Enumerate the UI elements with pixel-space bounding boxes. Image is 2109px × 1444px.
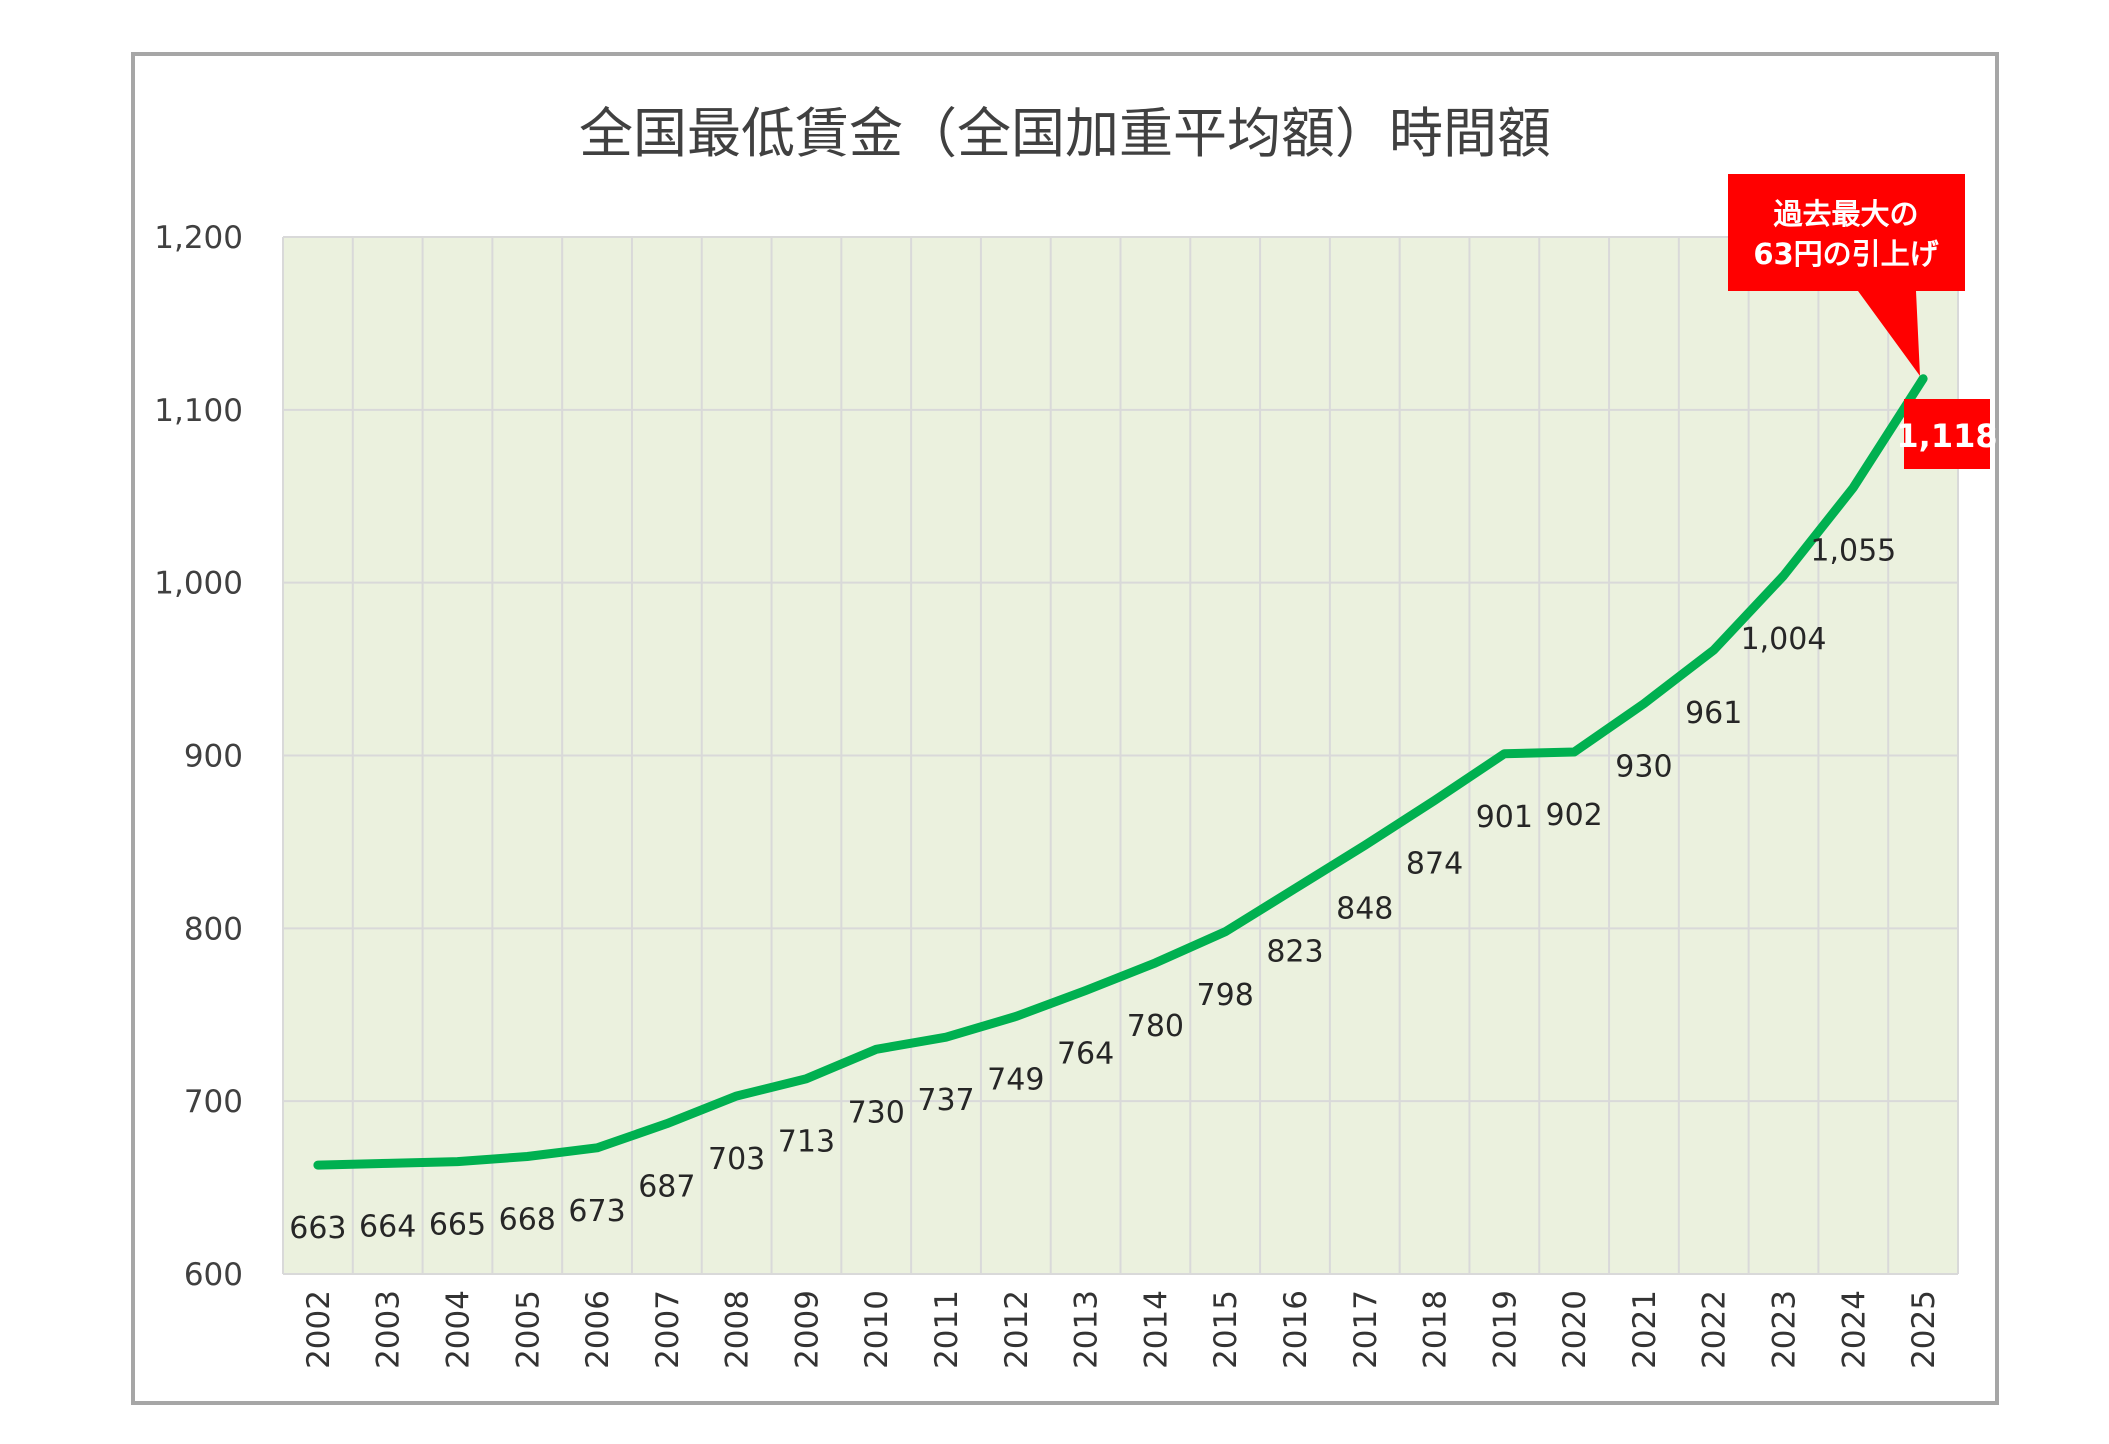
- data-label: 730: [848, 1095, 905, 1130]
- data-label: 665: [429, 1208, 486, 1243]
- x-tick-label: 2018: [1418, 1290, 1454, 1369]
- data-label: 749: [987, 1062, 1044, 1097]
- x-tick-label: 2011: [929, 1290, 965, 1369]
- y-tick-label: 1,000: [154, 566, 243, 602]
- highlight-label-box: [1904, 399, 1990, 469]
- data-label: 703: [708, 1142, 765, 1177]
- data-label: 1,055: [1810, 534, 1896, 569]
- annotation-callout: 過去最大の 63円の引上げ: [1728, 174, 1965, 376]
- x-tick-label: 2008: [720, 1290, 756, 1369]
- series-line: [313, 374, 1928, 1170]
- x-tick-label: 2006: [580, 1290, 616, 1369]
- x-axis: 2002 2003 2004 2005 2006 2007 2008 2009 2010 2011…: [301, 1290, 1942, 1369]
- x-tick-label: 2020: [1557, 1290, 1593, 1369]
- callout-box: [1728, 174, 1965, 376]
- x-tick-label: 2022: [1697, 1290, 1733, 1369]
- x-tick-label: 2015: [1208, 1290, 1244, 1369]
- callout-line1: 過去最大の: [1773, 197, 1918, 231]
- y-tick-label: 1,200: [154, 220, 243, 256]
- data-label: 902: [1546, 798, 1603, 833]
- x-tick-label: 2004: [440, 1290, 476, 1369]
- data-label: 780: [1127, 1009, 1184, 1044]
- x-tick-label: 2019: [1487, 1290, 1523, 1369]
- y-tick-label: 900: [184, 739, 243, 775]
- y-tick-label: 700: [184, 1084, 243, 1120]
- chart-title: 全国最低賃金（全国加重平均額）時間額: [579, 102, 1551, 165]
- x-tick-label: 2003: [371, 1290, 407, 1369]
- y-tick-label: 600: [184, 1257, 243, 1293]
- data-label: 930: [1615, 750, 1672, 785]
- data-label: 687: [638, 1170, 695, 1205]
- x-tick-label: 2013: [1069, 1290, 1105, 1369]
- data-label: 764: [1057, 1037, 1114, 1072]
- x-tick-label: 2023: [1767, 1290, 1803, 1369]
- y-tick-label: 1,100: [154, 393, 243, 429]
- data-label: 668: [499, 1202, 556, 1237]
- x-tick-label: 2014: [1138, 1290, 1174, 1369]
- data-label: 848: [1336, 891, 1393, 926]
- x-tick-label: 2007: [650, 1290, 686, 1369]
- x-tick-label: 2024: [1836, 1290, 1872, 1369]
- x-tick-label: 2010: [859, 1290, 895, 1369]
- y-axis: 600 700 800 900 1,000 1,100 1,200: [154, 220, 243, 1293]
- x-tick-label: 2021: [1627, 1290, 1663, 1369]
- data-label-highlight: 1,118: [1896, 417, 1997, 455]
- callout-line2: 63円の引上げ: [1753, 237, 1939, 271]
- y-tick-label: 800: [184, 911, 243, 947]
- gridlines: [282, 236, 1959, 1275]
- x-tick-label: 2002: [301, 1290, 337, 1369]
- x-tick-label: 2009: [789, 1290, 825, 1369]
- x-tick-label: 2025: [1906, 1290, 1942, 1369]
- data-label: 901: [1476, 800, 1533, 835]
- x-tick-label: 2017: [1348, 1290, 1384, 1369]
- data-labels: 663 664 665 668 673 687 703 713 730 737 749 764 780 7…: [289, 399, 1998, 1246]
- data-label: 961: [1685, 696, 1742, 731]
- data-label: 673: [568, 1194, 625, 1229]
- data-label: 874: [1406, 846, 1463, 881]
- x-tick-label: 2005: [510, 1290, 546, 1369]
- data-label: 664: [359, 1209, 416, 1244]
- data-label: 663: [289, 1211, 346, 1246]
- data-label: 823: [1266, 935, 1323, 970]
- x-tick-label: 2012: [999, 1290, 1035, 1369]
- data-label: 1,004: [1741, 622, 1827, 657]
- x-tick-label: 2016: [1278, 1290, 1314, 1369]
- data-label: 713: [778, 1125, 835, 1160]
- data-label: 737: [917, 1083, 974, 1118]
- data-label: 798: [1197, 978, 1254, 1013]
